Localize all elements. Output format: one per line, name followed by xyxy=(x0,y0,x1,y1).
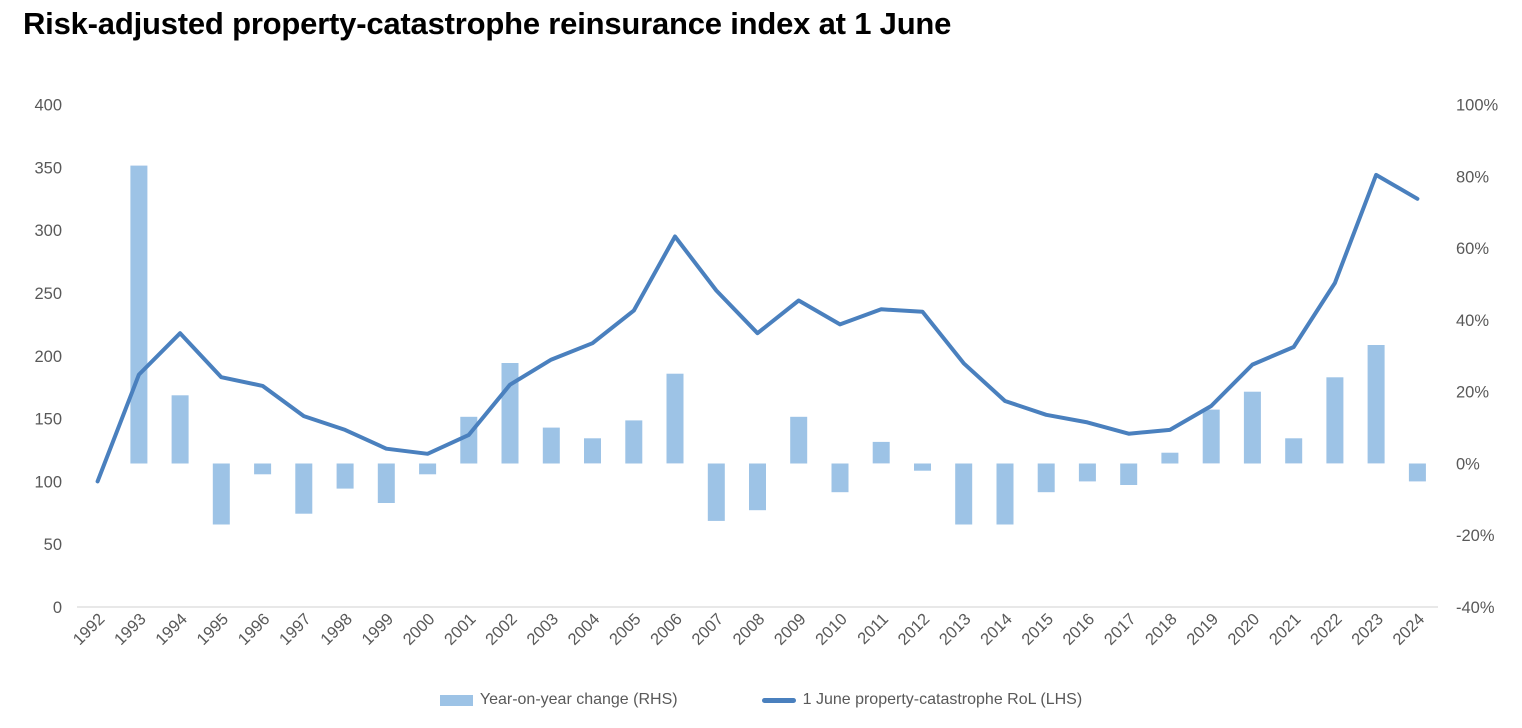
bar-2018 xyxy=(1161,452,1179,464)
lhs-tick-label: 300 xyxy=(34,222,62,240)
lhs-tick-label: 400 xyxy=(34,97,62,115)
x-tick-label: 2015 xyxy=(1018,610,1057,649)
x-tick-label: 1992 xyxy=(70,610,109,649)
bar-2011 xyxy=(872,441,890,464)
x-tick-label: 2024 xyxy=(1390,610,1429,649)
bar-2004 xyxy=(584,438,601,464)
x-tick-label: 1996 xyxy=(235,610,274,649)
x-tick-label: 2017 xyxy=(1101,610,1140,649)
bar-2006 xyxy=(666,373,684,464)
x-tick-label: 2019 xyxy=(1183,610,1222,649)
lhs-tick-label: 50 xyxy=(44,536,62,554)
rhs-tick-label: -20% xyxy=(1456,527,1495,545)
bar-2010 xyxy=(831,463,849,493)
x-tick-label: 2005 xyxy=(606,610,645,649)
bar-2008 xyxy=(749,463,766,511)
lhs-tick-label: 350 xyxy=(34,159,62,177)
bar-2003 xyxy=(542,427,560,464)
bar-1998 xyxy=(336,463,354,489)
bar-1993 xyxy=(130,165,148,464)
x-tick-label: 2004 xyxy=(565,610,604,649)
x-tick-label: 2002 xyxy=(482,610,521,649)
bar-2002 xyxy=(501,363,519,464)
line-series-legend-label: 1 June property-catastrophe RoL (LHS) xyxy=(802,691,1083,708)
bar-2023 xyxy=(1367,345,1385,464)
rhs-tick-label: 100% xyxy=(1456,97,1499,115)
x-tick-label: 1997 xyxy=(276,610,315,649)
bar-2022 xyxy=(1326,377,1344,464)
line-series-swatch-icon xyxy=(761,697,796,703)
x-tick-label: 2001 xyxy=(441,610,480,649)
bar-2009 xyxy=(790,416,808,464)
lhs-tick-label: 250 xyxy=(34,285,62,303)
x-tick-label: 2006 xyxy=(647,610,686,649)
rhs-tick-label: 20% xyxy=(1456,384,1489,402)
lhs-tick-label: 100 xyxy=(34,473,62,491)
bar-2024 xyxy=(1408,463,1426,482)
x-tick-label: 2010 xyxy=(812,610,851,649)
x-tick-label: 2012 xyxy=(895,610,934,649)
bar-2019 xyxy=(1202,409,1220,464)
x-tick-label: 2000 xyxy=(400,610,439,649)
x-tick-label: 1995 xyxy=(193,610,232,649)
x-tick-label: 2023 xyxy=(1348,610,1387,649)
rol-line xyxy=(95,172,1420,484)
rhs-tick-label: 0% xyxy=(1456,455,1480,473)
bar-1996 xyxy=(254,463,272,475)
bar-1997 xyxy=(295,463,313,514)
x-tick-label: 2013 xyxy=(936,610,975,649)
x-tick-label: 2022 xyxy=(1307,610,1346,649)
x-tick-label: 2011 xyxy=(854,610,892,648)
bar-2000 xyxy=(419,463,437,475)
bar-1994 xyxy=(171,395,189,464)
bar-2001 xyxy=(460,416,478,464)
chart-legend: Year-on-year change (RHS) 1 June propert… xyxy=(0,691,1522,709)
bar-2016 xyxy=(1078,463,1096,482)
bar-series-legend-label: Year-on-year change (RHS) xyxy=(479,691,678,708)
rhs-tick-label: -40% xyxy=(1456,599,1495,617)
bar-1995 xyxy=(212,463,230,525)
legend-item-bar-series: Year-on-year change (RHS) xyxy=(439,691,678,709)
x-tick-label: 1998 xyxy=(317,610,356,649)
x-tick-label: 2014 xyxy=(977,610,1016,649)
rhs-tick-label: 60% xyxy=(1456,240,1489,258)
bar-2021 xyxy=(1285,438,1303,464)
rhs-tick-label: 40% xyxy=(1456,312,1489,330)
bar-2013 xyxy=(955,463,973,525)
bar-2017 xyxy=(1120,463,1138,485)
bar-2007 xyxy=(707,463,725,521)
lhs-tick-label: 0 xyxy=(53,599,62,617)
x-tick-label: 2020 xyxy=(1225,610,1264,649)
lhs-tick-label: 150 xyxy=(34,411,62,429)
bar-2005 xyxy=(625,420,643,464)
bar-2012 xyxy=(914,463,931,471)
x-tick-label: 2016 xyxy=(1060,610,1099,649)
x-tick-label: 2007 xyxy=(688,610,727,649)
x-tick-label: 2008 xyxy=(730,610,769,649)
bar-2015 xyxy=(1037,463,1055,493)
x-tick-label: 1999 xyxy=(358,610,397,649)
legend-item-line-series: 1 June property-catastrophe RoL (LHS) xyxy=(761,691,1083,709)
bar-1999 xyxy=(377,463,395,503)
x-tick-label: 2003 xyxy=(523,610,562,649)
bar-2014 xyxy=(996,463,1014,525)
bar-2020 xyxy=(1243,391,1261,464)
x-tick-label: 2009 xyxy=(771,610,810,649)
x-tick-label: 2021 xyxy=(1266,610,1305,649)
x-tick-label: 1993 xyxy=(111,610,150,649)
lhs-tick-label: 200 xyxy=(34,348,62,366)
x-tick-label: 2018 xyxy=(1142,610,1181,649)
bar-series-swatch-icon xyxy=(439,694,473,706)
rhs-tick-label: 80% xyxy=(1456,168,1489,186)
x-tick-label: 1994 xyxy=(152,610,191,649)
chart-title: Risk-adjusted property-catastrophe reins… xyxy=(23,6,952,41)
